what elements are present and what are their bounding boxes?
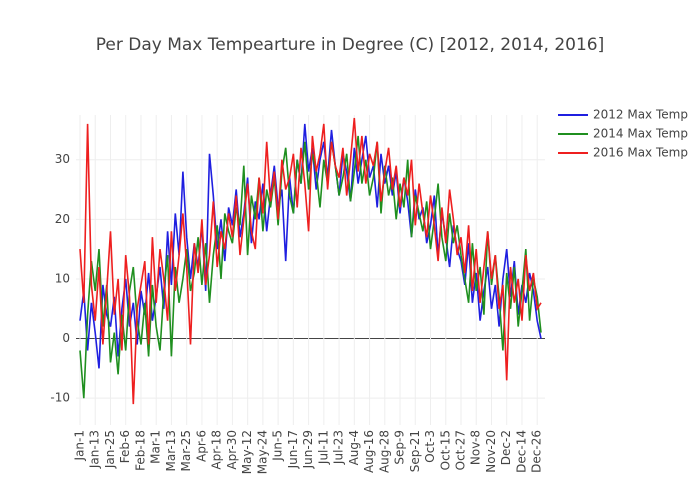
x-tick-label: Sep-21 [408,430,422,472]
x-tick-label: Aug-28 [377,430,391,473]
x-tick-label: Jul-11 [316,430,330,465]
y-tick-label: 30 [55,152,70,166]
x-tick-label: Mar-25 [179,430,193,471]
x-tick-label: Apr-30 [225,430,239,470]
x-tick-label: Jul-23 [332,430,346,465]
x-tick-label: Mar-13 [164,430,178,471]
x-tick-label: Oct-15 [438,430,452,470]
x-tick-label: Dec-14 [514,430,528,473]
x-tick-label: Feb-18 [133,430,147,471]
x-tick-label: Sep-9 [393,430,407,465]
legend-label: 2014 Max Temp [593,127,688,141]
x-tick-label: Jun-17 [286,430,300,469]
x-tick-label: Aug-16 [362,430,376,473]
x-tick-label: Jan-25 [103,430,117,469]
y-tick-label: 10 [55,271,70,285]
x-tick-label: Jun-5 [271,430,285,462]
x-tick-label: Dec-26 [530,430,544,473]
y-tick-label: 20 [55,212,70,226]
x-tick-label: Apr-6 [194,430,208,462]
x-tick-label: Dec-2 [499,430,513,465]
chart-title: Per Day Max Tempearture in Degree (C) [2… [96,35,605,55]
x-tick-label: May-12 [240,430,254,474]
x-tick-label: Jan-13 [88,430,102,469]
legend-label: 2012 Max Temp [593,108,688,122]
x-tick-label: Jan-1 [73,430,87,461]
x-tick-label: Oct-3 [423,430,437,463]
x-tick-label: Nov-20 [484,430,498,473]
legend-label: 2016 Max Temp [593,146,688,160]
x-tick-label: Apr-18 [210,430,224,470]
series-line [79,117,542,405]
x-tick-label: Oct-27 [454,430,468,470]
x-tick-label: May-24 [255,430,269,474]
y-tick-label: 0 [62,331,70,345]
y-tick-label: -10 [50,391,70,405]
x-tick-label: Nov-8 [469,430,483,465]
x-tick-label: Aug-4 [347,430,361,465]
x-tick-label: Jun-29 [301,430,315,469]
x-tick-label: Mar-1 [149,430,163,464]
x-tick-label: Feb-6 [118,430,132,463]
